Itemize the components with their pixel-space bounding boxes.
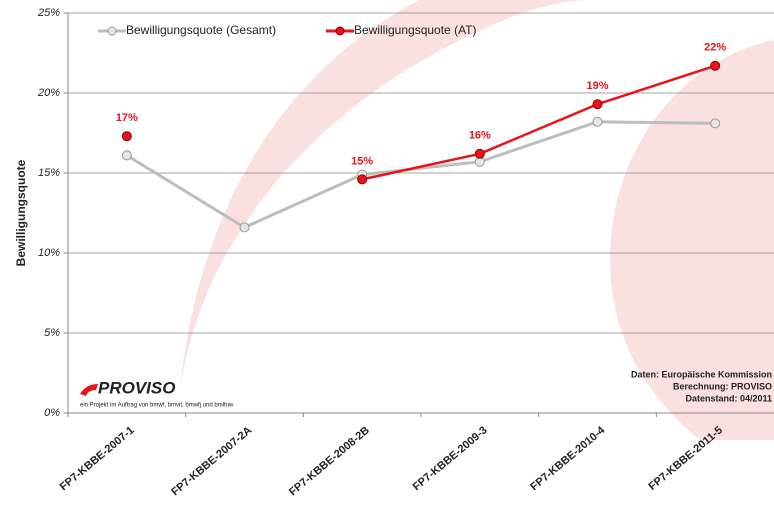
legend-marker xyxy=(108,27,116,35)
y-tick-label: 5% xyxy=(44,327,60,339)
point xyxy=(240,223,249,232)
point xyxy=(593,100,602,109)
point xyxy=(593,117,602,126)
x-tick-label: FP7-KBBE-2008-2B xyxy=(287,424,372,498)
x-tick-label: FP7-KBBE-2007-1 xyxy=(58,424,137,493)
point xyxy=(711,119,720,128)
legend-marker xyxy=(336,27,344,35)
point xyxy=(122,151,131,160)
value-label: 16% xyxy=(469,130,491,142)
annotation: Datenstand: 04/2011 xyxy=(685,393,772,403)
logo-text: PROVISO xyxy=(98,378,175,397)
x-tick-label: FP7-KBBE-2009-3 xyxy=(411,424,490,493)
legend-label: Bewilligungsquote (Gesamt) xyxy=(126,23,276,37)
swoosh xyxy=(610,40,774,440)
swoosh xyxy=(180,0,590,390)
annotation: Daten: Europäische Kommission xyxy=(631,369,772,379)
value-label: 22% xyxy=(704,42,726,54)
point xyxy=(711,61,720,70)
y-tick-label: 0% xyxy=(44,407,60,419)
y-axis-title: Bewilligungsquote xyxy=(14,159,28,266)
chart: Bewilligungsquote PROVISO ein Projekt im… xyxy=(0,0,774,521)
y-tick-label: 20% xyxy=(37,87,60,99)
value-label: 17% xyxy=(116,112,138,124)
point xyxy=(122,132,131,141)
logo: PROVISO ein Projekt im Auftrag von bmwf,… xyxy=(80,378,234,408)
point xyxy=(358,175,367,184)
y-tick-label: 25% xyxy=(37,7,60,19)
legend-label: Bewilligungsquote (AT) xyxy=(354,23,477,37)
y-tick-label: 15% xyxy=(38,167,60,179)
page: {"chart_data": {"type": "line", "y_label… xyxy=(0,0,774,521)
logo-caption: ein Projekt im Auftrag von bmwf, bmvit, … xyxy=(80,403,234,409)
annotation: Berechnung: PROVISO xyxy=(673,381,772,391)
x-tick-label: FP7-KBBE-2011-5 xyxy=(647,424,725,493)
value-label: 15% xyxy=(351,155,373,167)
x-tick-label: FP7-KBBE-2010-4 xyxy=(528,424,608,493)
y-tick-label: 10% xyxy=(38,247,60,259)
point xyxy=(475,149,484,158)
value-label: 19% xyxy=(586,80,608,92)
logo-mark xyxy=(80,384,98,396)
x-tick-label: FP7-KBBE-2007-2A xyxy=(169,424,254,498)
